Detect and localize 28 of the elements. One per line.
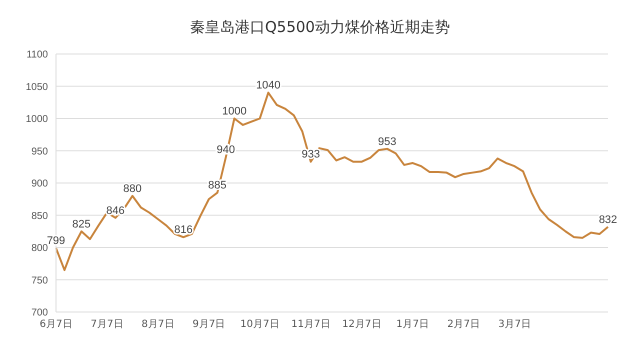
x-tick-label: 8月7日 — [142, 319, 174, 330]
data-label: 953 — [378, 136, 396, 148]
data-label: 799 — [46, 235, 66, 248]
x-tick-label: 7月7日 — [90, 319, 124, 330]
x-tick-label: 11月7日 — [291, 319, 330, 330]
data-label: 816 — [174, 224, 193, 236]
data-label: 1040 — [256, 80, 281, 92]
x-tick-label: 6月7日 — [40, 319, 72, 330]
y-tick-label: 1100 — [26, 50, 48, 61]
y-tick-label: 750 — [31, 275, 48, 286]
chart-title: 秦皇岛港口Q5500动力煤价格近期走势 — [189, 17, 451, 38]
y-tick-label: 1000 — [26, 114, 48, 126]
y-tick-label: 900 — [31, 178, 48, 190]
y-tick-label: 850 — [31, 210, 48, 222]
y-tick-label: 1050 — [26, 82, 48, 93]
data-label: 1000 — [222, 106, 247, 118]
y-tick-label: 950 — [31, 146, 48, 158]
data-label: 825 — [72, 218, 91, 230]
y-tick-label: 700 — [31, 308, 48, 319]
x-tick-label: 2月7日 — [447, 319, 480, 330]
x-tick-label: 3月7日 — [498, 319, 531, 330]
x-tick-label: 12月7日 — [342, 319, 382, 330]
x-tick-label: 9月7日 — [192, 319, 226, 330]
y-tick-label: 800 — [31, 243, 48, 254]
x-tick-label: 10月7日 — [240, 319, 280, 330]
data-label: 880 — [123, 182, 142, 195]
x-tick-label: 1月7日 — [396, 319, 430, 330]
data-label: 832 — [598, 214, 618, 226]
